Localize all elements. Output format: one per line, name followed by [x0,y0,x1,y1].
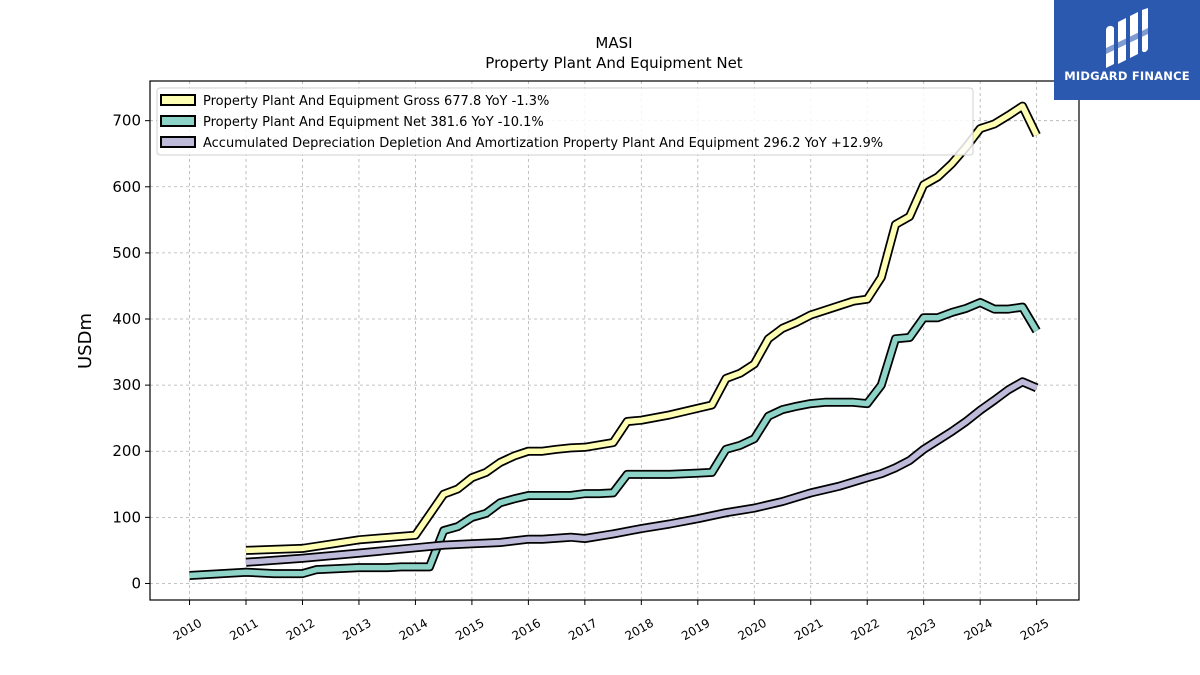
series-line-1 [245,103,1040,554]
legend-swatch-3 [160,136,196,148]
legend-label-3: Accumulated Depreciation Depletion And A… [203,136,883,151]
y-tick-label: 700 [112,112,141,130]
x-tick-label: 2021 [792,616,825,643]
y-tick-label: 600 [112,178,141,196]
x-tick-label: 2020 [736,616,769,643]
y-axis-label: USDm [75,313,96,369]
legend-swatch-2 [160,115,196,127]
brand-name: MIDGARD FINANCE [1064,69,1190,83]
chart-subtitle: Property Plant And Equipment Net [485,54,742,72]
series-line-2 [189,299,1039,579]
brand-mark-icon [1106,8,1148,68]
x-tick-label: 2025 [1018,616,1051,643]
legend-label-2: Property Plant And Equipment Net 381.6 Y… [203,115,544,130]
series-line-3 [245,379,1038,566]
x-tick-label: 2022 [848,616,881,643]
chart-title: MASI [595,34,632,52]
legend: Property Plant And Equipment Gross 677.8… [156,87,974,156]
x-tick-label: 2014 [397,616,430,643]
plot-frame [149,80,1080,601]
x-tick-label: 2019 [679,616,712,643]
y-tick-label: 300 [112,376,141,394]
x-tick-label: 2017 [566,616,599,643]
legend-label-1: Property Plant And Equipment Gross 677.8… [203,94,549,109]
x-tick-label: 2023 [905,616,938,643]
x-tick-label: 2024 [961,616,994,643]
y-tick-label: 400 [112,310,141,328]
brand-logo: MIDGARD FINANCE [1054,0,1200,100]
y-tick-label: 200 [112,442,141,460]
legend-swatch-1 [160,94,196,106]
x-tick-label: 2018 [623,616,656,643]
x-tick-label: 2013 [340,616,373,643]
y-tick-label: 500 [112,244,141,262]
grid [150,81,1079,600]
series-lines [189,101,1041,580]
y-tick-label: 100 [112,508,141,526]
x-tick-label: 2016 [510,616,543,643]
x-tick-label: 2012 [284,616,317,643]
y-tick-label: 0 [131,574,141,592]
x-tick-label: 2011 [227,616,260,643]
legend-box [156,87,974,156]
x-tick-label: 2010 [171,616,204,643]
x-tick-label: 2015 [453,616,486,643]
